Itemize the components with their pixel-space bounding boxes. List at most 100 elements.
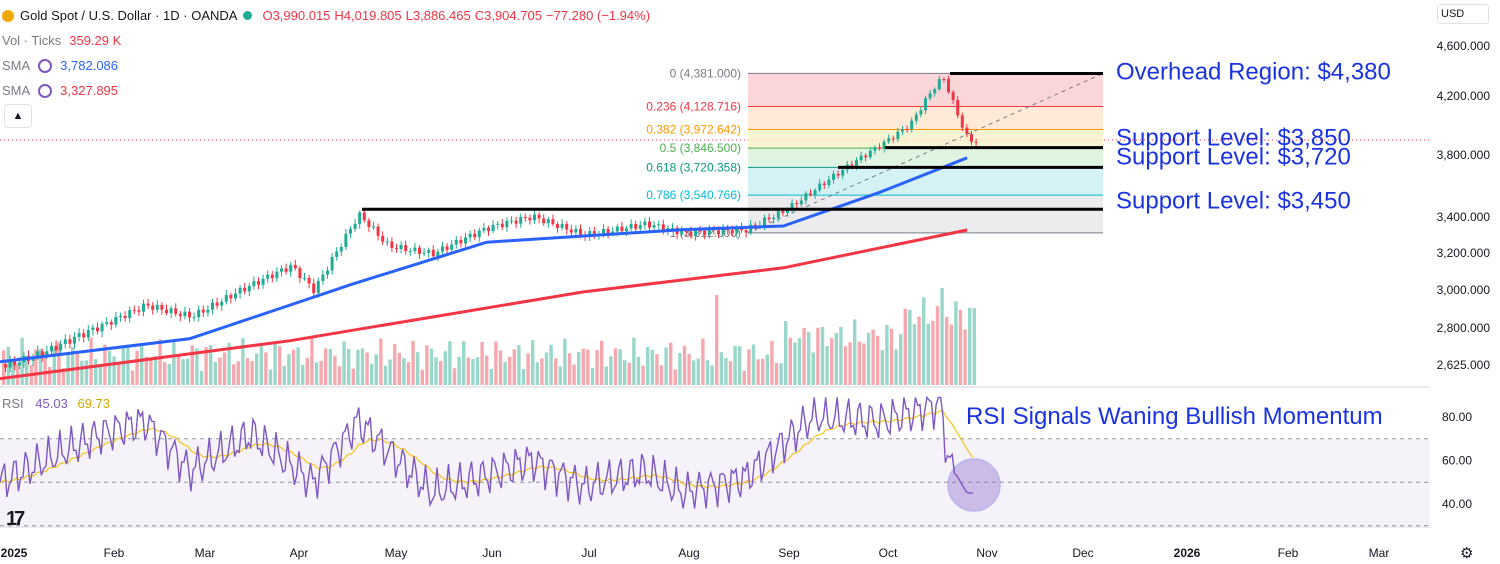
- candle-body: [399, 245, 403, 249]
- volume-bar: [742, 370, 746, 385]
- candle-body: [896, 131, 900, 139]
- time-tick-label: Apr: [290, 546, 309, 560]
- gear-icon[interactable]: ⚙: [1460, 545, 1474, 562]
- symbol-title[interactable]: Gold Spot / U.S. Dollar · 1D · OANDA: [20, 8, 238, 23]
- volume-bar: [604, 366, 608, 385]
- volume-bar: [899, 334, 903, 385]
- volume-bar: [885, 324, 889, 385]
- volume-bar: [705, 360, 710, 385]
- sma1-row[interactable]: SMA 3,782.086: [2, 53, 650, 78]
- volume-bar: [494, 341, 498, 385]
- candle-body: [142, 303, 145, 312]
- volume-bar: [43, 352, 47, 385]
- candle-body: [694, 230, 697, 236]
- volume-bar: [558, 366, 562, 385]
- candle-body: [947, 79, 950, 93]
- candle-body: [82, 333, 86, 338]
- volume-bar: [232, 364, 236, 385]
- tradingview-logo[interactable]: 17: [6, 508, 25, 530]
- volume-bar: [963, 329, 967, 385]
- candle-body: [266, 274, 270, 279]
- volume-bar: [669, 342, 673, 385]
- sync-icon[interactable]: [38, 83, 53, 98]
- candle-body: [487, 227, 490, 231]
- candle-body: [974, 141, 978, 143]
- volume-bar: [462, 341, 466, 385]
- candle-body: [54, 345, 58, 351]
- fib-level-label: 0.786 (3,540.766): [646, 188, 741, 202]
- volume-bar: [724, 357, 728, 385]
- volume-bar: [416, 352, 420, 385]
- volume-bar: [613, 348, 618, 385]
- volume-bar: [595, 350, 599, 385]
- rsi-legend[interactable]: RSI 45.03 69.73: [2, 396, 110, 411]
- candle-body: [565, 223, 569, 230]
- candle-body: [275, 271, 279, 279]
- volume-bar: [554, 358, 558, 385]
- volume-bar: [466, 357, 470, 385]
- volume-bar: [471, 359, 475, 385]
- fib-zone: [748, 167, 1103, 196]
- fib-level-label: 0.236 (4,128.716): [646, 100, 741, 114]
- volume-bar: [117, 363, 121, 385]
- candle-body: [376, 226, 380, 236]
- volume-bar: [632, 337, 636, 385]
- volume-bar: [687, 354, 691, 385]
- volume-bar: [448, 341, 452, 385]
- candle-body: [887, 138, 891, 142]
- candle-body: [661, 224, 665, 231]
- volume-bar: [756, 359, 760, 385]
- candle-body: [638, 225, 642, 229]
- time-tick-label: Jun: [482, 546, 501, 560]
- fib-zone: [748, 195, 1103, 233]
- volume-bar: [144, 356, 148, 385]
- candle-body: [96, 327, 99, 332]
- volume-bar: [236, 361, 240, 385]
- volume-bar: [434, 357, 438, 385]
- currency-selector[interactable]: USD: [1437, 4, 1489, 24]
- candle-body: [192, 317, 196, 319]
- volume-row[interactable]: Vol · Ticks 359.29 K: [2, 28, 650, 53]
- candle-body: [358, 212, 362, 224]
- candle-body: [956, 100, 960, 116]
- rsi-annotation: RSI Signals Waning Bullish Momentum: [966, 403, 1383, 430]
- volume-bar: [38, 349, 43, 385]
- volume-bar: [328, 348, 332, 385]
- volume-bar: [241, 338, 245, 385]
- candle-body: [436, 251, 440, 257]
- volume-bar: [84, 360, 89, 385]
- volume-bar: [140, 345, 144, 385]
- sync-icon[interactable]: [38, 58, 53, 73]
- volume-bar: [278, 346, 282, 385]
- candle-body: [86, 330, 90, 338]
- volume-bar: [761, 358, 765, 385]
- volume-bar: [696, 358, 700, 385]
- candle-body: [298, 268, 302, 279]
- candle-body: [970, 134, 973, 142]
- candle-body: [496, 223, 500, 225]
- candle-body: [459, 239, 463, 244]
- sma2-row[interactable]: SMA 3,327.895: [2, 78, 650, 103]
- candle-body: [326, 270, 329, 275]
- volume-bar: [34, 349, 38, 385]
- volume-bar: [678, 353, 682, 385]
- volume-bar: [839, 326, 843, 385]
- candle-body: [119, 315, 122, 317]
- level-annotation: Support Level: $3,450: [1116, 187, 1351, 214]
- sma-line: [0, 228, 968, 381]
- candle-body: [744, 230, 748, 233]
- volume-bar: [250, 360, 254, 385]
- volume-bar: [402, 358, 406, 385]
- ohlc-close: C3,904.705: [474, 8, 542, 23]
- volume-bar: [61, 368, 66, 385]
- volume-bar: [305, 357, 309, 385]
- volume-bar: [563, 338, 567, 385]
- volume-bar: [503, 361, 507, 385]
- collapse-legend-button[interactable]: ▲: [4, 104, 32, 128]
- volume-bar: [324, 348, 328, 385]
- candle-body: [280, 268, 283, 272]
- volume-bar: [664, 347, 668, 385]
- volume-bar: [889, 328, 894, 385]
- volume-bar: [379, 338, 383, 385]
